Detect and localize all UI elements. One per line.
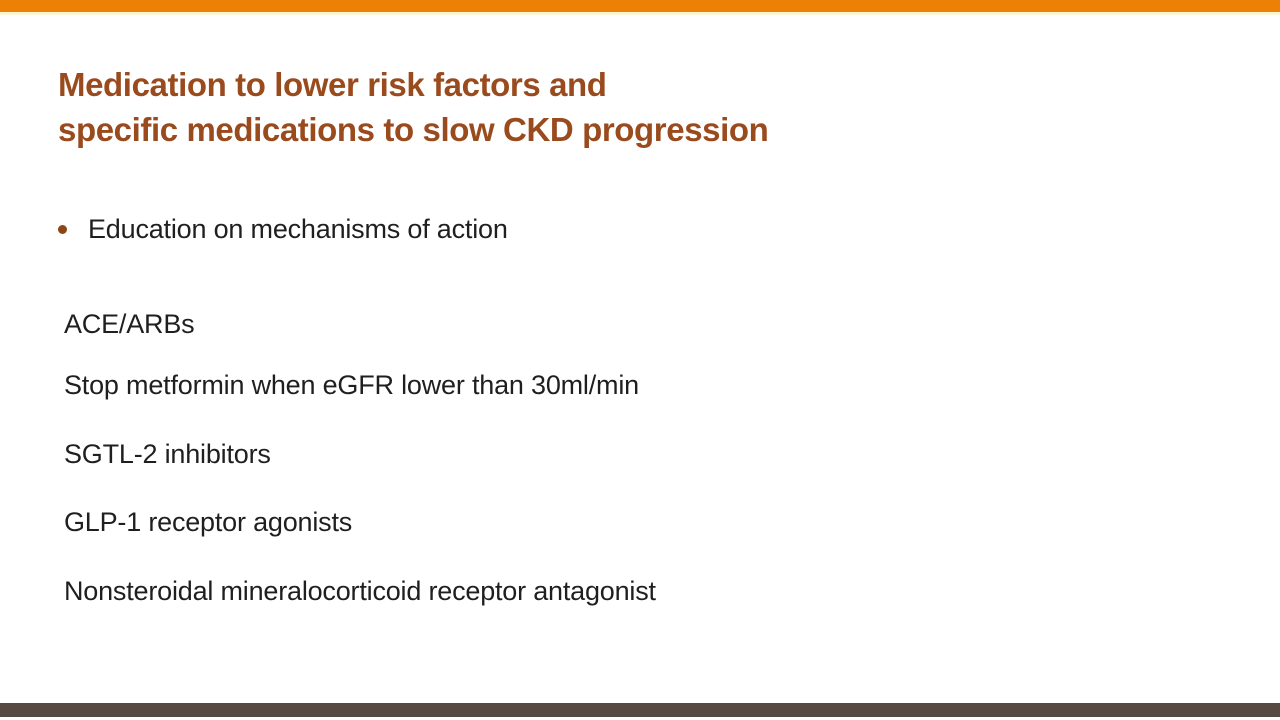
bullet-item-label: Education on mechanisms of action [88, 214, 508, 244]
slide-title: Medication to lower risk factors and spe… [58, 62, 1158, 152]
medication-item-nonsteroidal-mra: Nonsteroidal mineralocorticoid receptor … [64, 576, 656, 606]
medication-item-stop-metformin: Stop metformin when eGFR lower than 30ml… [64, 370, 639, 400]
medication-item-sgtl2-inhibitors: SGTL-2 inhibitors [64, 439, 271, 469]
top-accent-underline [0, 12, 1280, 15]
medication-item-ace-arbs: ACE/ARBs [64, 309, 195, 339]
bullet-dot-icon [58, 225, 67, 234]
medication-item-glp1-agonists: GLP-1 receptor agonists [64, 507, 353, 537]
top-accent-bar [0, 0, 1280, 12]
slide-title-line-2: specific medications to slow CKD progres… [58, 111, 769, 148]
slide-title-line-1: Medication to lower risk factors and [58, 66, 607, 103]
bottom-accent-bar [0, 703, 1280, 717]
bullet-item: Education on mechanisms of action [58, 212, 508, 246]
